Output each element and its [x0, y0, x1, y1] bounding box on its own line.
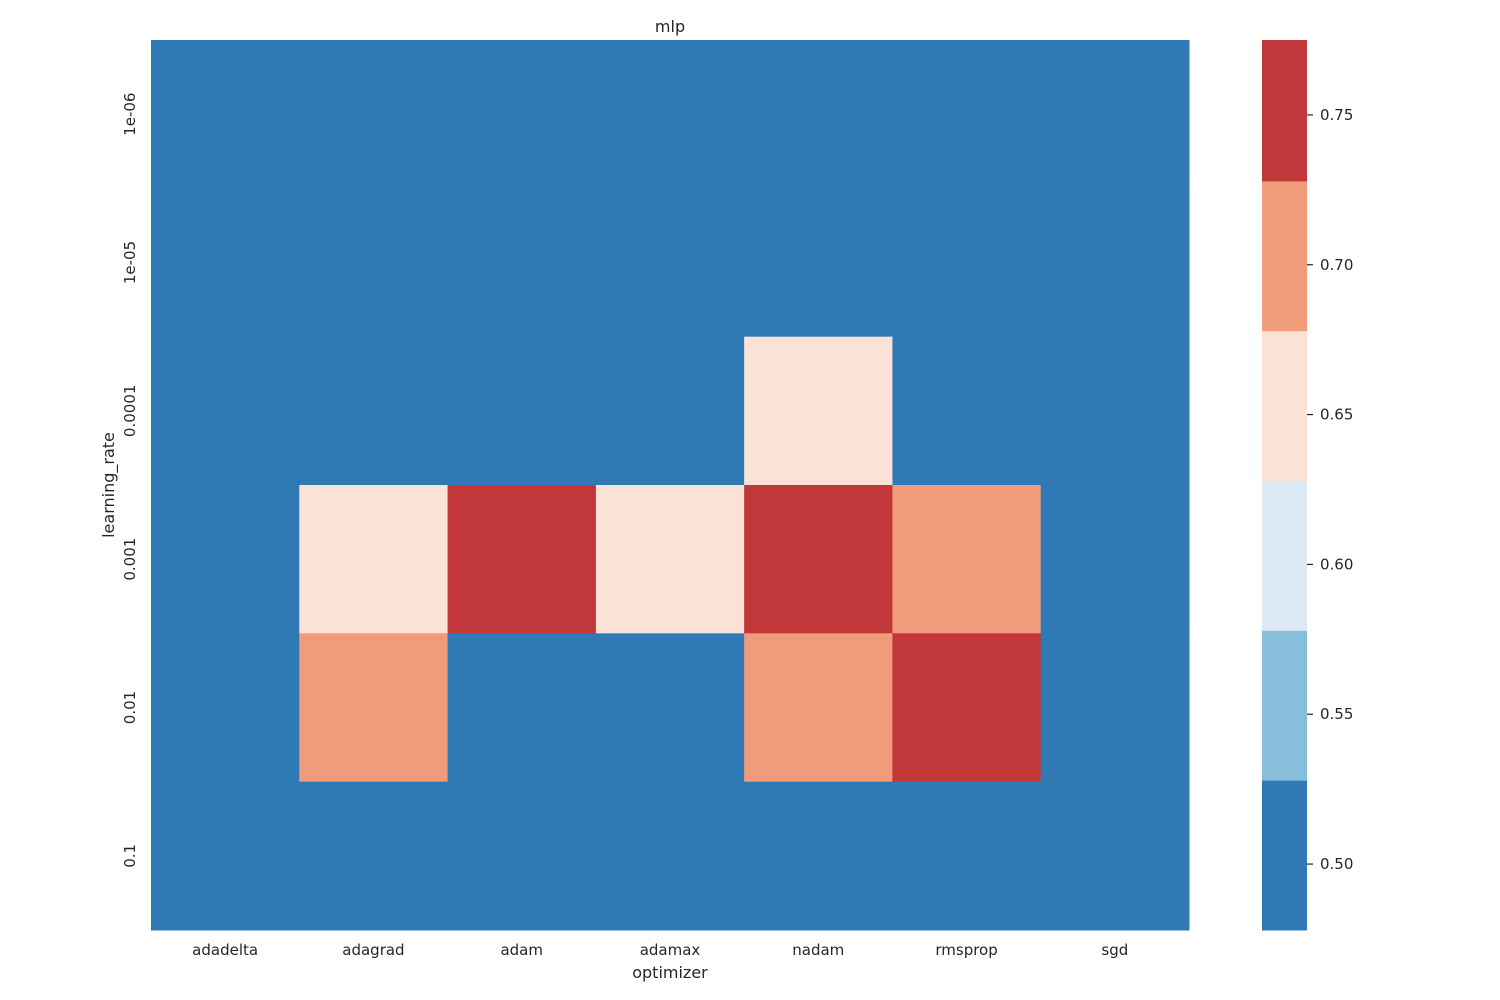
- x-tick-label-adamax: adamax: [640, 941, 701, 959]
- y-tick-labels: 1e-06 1e-05 0.0001 0.001 0.01 0.1: [121, 93, 139, 868]
- heatmap-cell-0.0001-sgd: [1040, 336, 1190, 486]
- y-tick-label-1e-06: 1e-06: [121, 93, 139, 136]
- chart-title: mlp: [655, 17, 685, 36]
- colorbar: [1262, 40, 1307, 931]
- heatmap-cell-0.01-sgd: [1040, 633, 1190, 783]
- heatmap-cell-1e-05-rmsprop: [892, 188, 1042, 338]
- x-tick-labels: adadelta adagrad adam adamax nadam rmsprop sgd: [192, 941, 1128, 959]
- heatmap-cell-0.001-adagrad: [299, 485, 449, 634]
- x-tick-label-adadelta: adadelta: [192, 941, 258, 959]
- heatmap-cell-0.01-rmsprop: [892, 633, 1042, 783]
- heatmap-cell-0.001-nadam: [744, 485, 893, 634]
- heatmap-cell-0.01-nadam: [744, 633, 893, 783]
- heatmap-cell-1e-05-adamax: [595, 188, 745, 338]
- heatmap-cell-1e-05-adadelta: [151, 188, 300, 338]
- colorbar-tick-label-0.50: 0.50: [1320, 855, 1353, 873]
- heatmap-cell-0.01-adamax: [595, 633, 745, 783]
- heatmap-cells: [151, 40, 1190, 931]
- heatmap-cell-1e-05-adam: [447, 188, 597, 338]
- heatmap-cell-0.1-adamax: [595, 781, 745, 931]
- x-tick-label-adam: adam: [500, 941, 543, 959]
- x-tick-label-rmsprop: rmsprop: [935, 941, 997, 959]
- colorbar-segment-4: [1262, 180, 1307, 332]
- heatmap-cell-0.0001-adam: [447, 336, 597, 486]
- heatmap-cell-1e-06-adamax: [595, 40, 745, 189]
- y-tick-label-0.01: 0.01: [121, 691, 139, 724]
- heatmap-cell-0.1-sgd: [1040, 781, 1190, 931]
- heatmap-cell-1e-05-sgd: [1040, 188, 1190, 338]
- colorbar-tick-label-0.75: 0.75: [1320, 106, 1353, 124]
- heatmap-cell-1e-06-sgd: [1040, 40, 1190, 189]
- heatmap-cell-0.1-nadam: [744, 781, 893, 931]
- heatmap-cell-0.01-adadelta: [151, 633, 300, 783]
- heatmap-cell-0.001-adadelta: [151, 485, 300, 634]
- y-tick-label-0.1: 0.1: [121, 844, 139, 868]
- y-axis-title: learning_rate: [99, 432, 119, 538]
- heatmap-cell-0.1-adam: [447, 781, 597, 931]
- x-axis-title: optimizer: [632, 963, 708, 982]
- colorbar-segment-5: [1262, 40, 1307, 182]
- colorbar-tick-label-0.65: 0.65: [1320, 406, 1353, 424]
- colorbar-segment-0: [1262, 780, 1307, 931]
- x-tick-label-adagrad: adagrad: [342, 941, 404, 959]
- colorbar-ticks: 0.50 0.55 0.60 0.65 0.70 0.75: [1307, 106, 1353, 873]
- heatmap-cell-0.0001-nadam: [744, 336, 893, 486]
- colorbar-segment-2: [1262, 480, 1307, 631]
- heatmap-cell-1e-06-adagrad: [299, 40, 449, 189]
- y-tick-label-0.0001: 0.0001: [121, 385, 139, 438]
- x-tick-label-sgd: sgd: [1101, 941, 1128, 959]
- heatmap-cell-0.0001-rmsprop: [892, 336, 1042, 486]
- heatmap-cell-1e-06-rmsprop: [892, 40, 1042, 189]
- heatmap-cell-1e-06-nadam: [744, 40, 893, 189]
- heatmap-cell-0.1-adagrad: [299, 781, 449, 931]
- heatmap-cell-1e-06-adadelta: [151, 40, 300, 189]
- colorbar-tick-label-0.70: 0.70: [1320, 256, 1353, 274]
- heatmap-cell-0.1-rmsprop: [892, 781, 1042, 931]
- y-tick-label-1e-05: 1e-05: [121, 241, 139, 284]
- heatmap-cell-0.1-adadelta: [151, 781, 300, 931]
- heatmap-cell-0.001-sgd: [1040, 485, 1190, 634]
- heatmap-cell-0.01-adam: [447, 633, 597, 783]
- x-tick-label-nadam: nadam: [792, 941, 844, 959]
- colorbar-tick-label-0.55: 0.55: [1320, 705, 1353, 723]
- heatmap-cell-1e-06-adam: [447, 40, 597, 189]
- colorbar-segment-1: [1262, 630, 1307, 781]
- heatmap-cell-0.001-adamax: [595, 485, 745, 634]
- heatmap-cell-1e-05-nadam: [744, 188, 893, 338]
- heatmap-cell-0.0001-adadelta: [151, 336, 300, 486]
- heatmap-cell-0.01-adagrad: [299, 633, 449, 783]
- y-tick-label-0.001: 0.001: [121, 538, 139, 581]
- colorbar-segment-3: [1262, 330, 1307, 481]
- colorbar-tick-label-0.60: 0.60: [1320, 555, 1353, 573]
- heatmap-cell-1e-05-adagrad: [299, 188, 449, 338]
- heatmap-cell-0.0001-adamax: [595, 336, 745, 486]
- heatmap-cell-0.001-adam: [447, 485, 597, 634]
- heatmap-cell-0.0001-adagrad: [299, 336, 449, 486]
- heatmap-cell-0.001-rmsprop: [892, 485, 1042, 634]
